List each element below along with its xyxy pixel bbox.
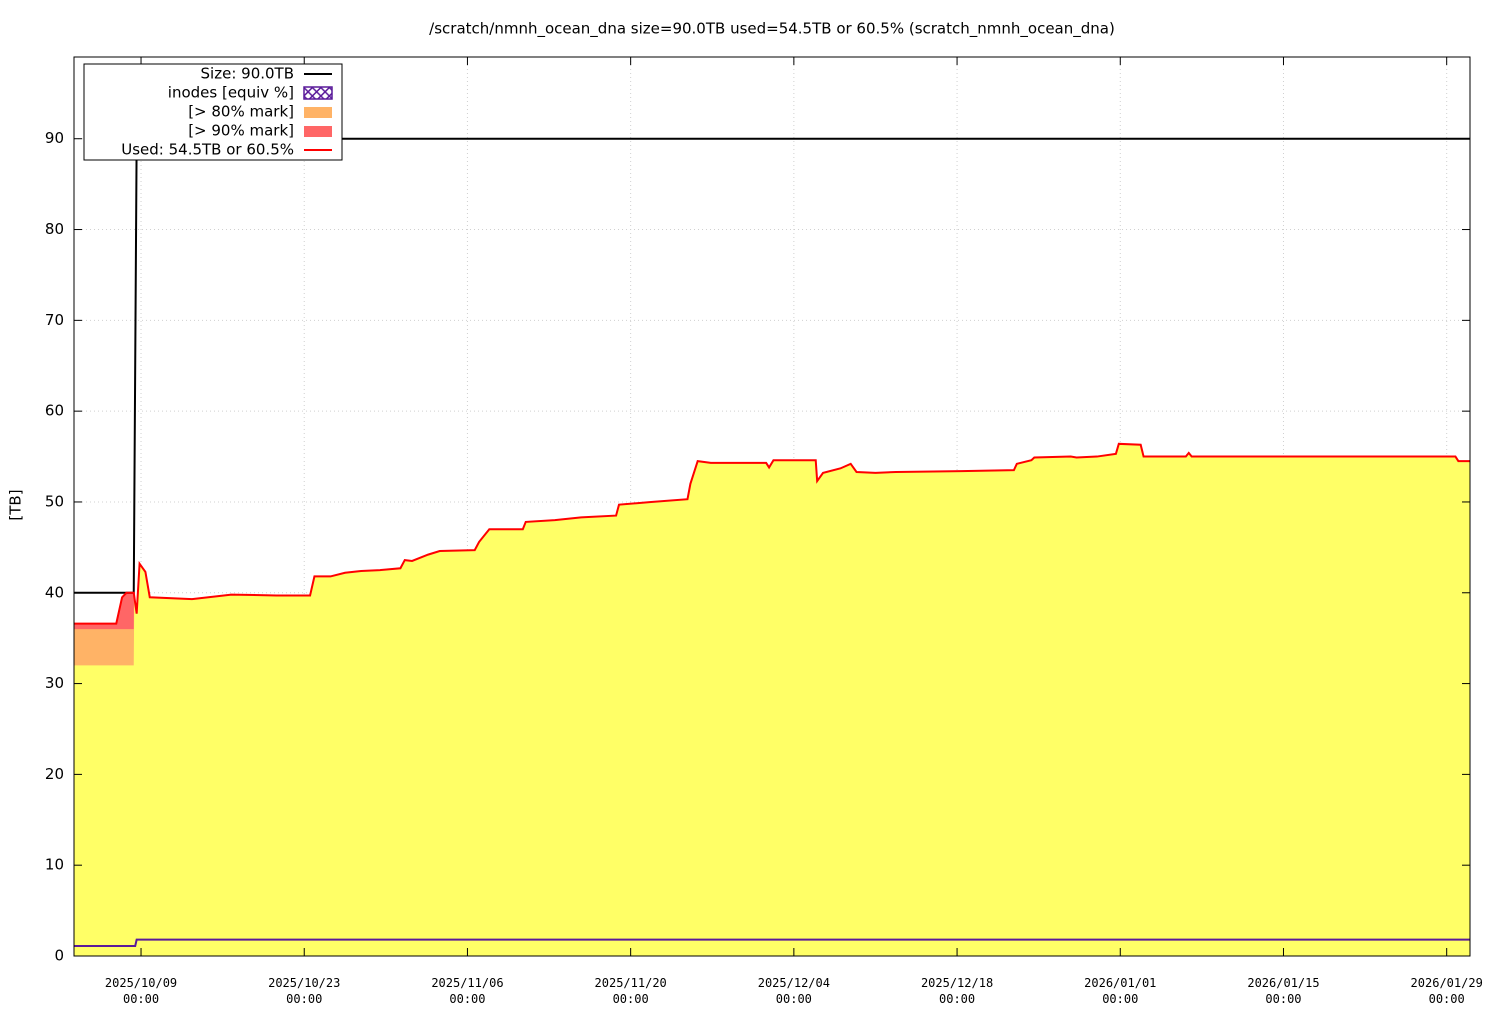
x-tick-label: 2025/10/23 00:00 (268, 976, 340, 1006)
y-tick-label: 70 (45, 311, 64, 329)
legend-label: [> 90% mark] (188, 122, 294, 140)
series-line (74, 938, 1470, 948)
x-tick-label: 2025/10/09 00:00 (105, 976, 177, 1006)
legend-label: inodes [equiv %] (168, 84, 294, 102)
chart-title: /scratch/nmnh_ocean_dna size=90.0TB used… (429, 20, 1115, 39)
y-tick-label: 50 (45, 492, 64, 510)
plot-frame (73, 56, 1471, 957)
used-area (74, 443, 1470, 957)
legend-box (83, 63, 343, 161)
y-tick-label: 60 (45, 402, 64, 420)
y-tick-label: 80 (45, 220, 64, 238)
x-tick-label: 2025/11/20 00:00 (595, 976, 667, 1006)
y-tick-label: 40 (45, 583, 64, 601)
x-tick-label: 2026/01/01 00:00 (1084, 976, 1156, 1006)
y-tick-label: 20 (45, 765, 64, 783)
legend-swatch (304, 126, 332, 137)
legend-swatch (304, 107, 332, 118)
legend-label: Size: 90.0TB (201, 65, 294, 83)
y-tick-label: 10 (45, 856, 64, 874)
series-line (74, 137, 1470, 594)
y-tick-label: 90 (45, 129, 64, 147)
legend-label: Used: 54.5TB or 60.5% (121, 141, 294, 159)
y-axis-label: [TB] (7, 489, 25, 520)
x-tick-label: 2025/12/18 00:00 (921, 976, 993, 1006)
x-tick-label: 2025/12/04 00:00 (758, 976, 830, 1006)
x-tick-label: 2025/11/06 00:00 (431, 976, 503, 1006)
legend-swatch (303, 86, 333, 100)
x-tick-label: 2026/01/29 00:00 (1411, 976, 1483, 1006)
y-tick-label: 0 (54, 947, 64, 965)
series-line (74, 442, 1470, 625)
x-tick-label: 2026/01/15 00:00 (1247, 976, 1319, 1006)
legend-label: [> 80% mark] (188, 103, 294, 121)
y-tick-label: 30 (45, 674, 64, 692)
